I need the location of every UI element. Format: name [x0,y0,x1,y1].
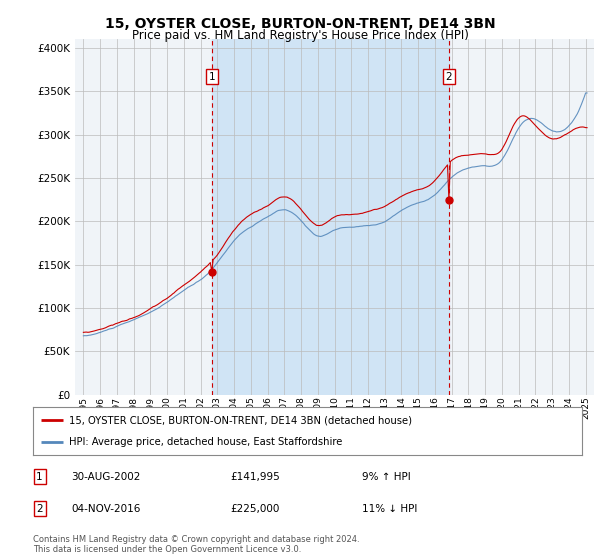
Bar [212,39,449,395]
Text: £225,000: £225,000 [230,503,280,514]
Text: Contains HM Land Registry data © Crown copyright and database right 2024.
This d: Contains HM Land Registry data © Crown c… [33,535,359,554]
Text: 04-NOV-2016: 04-NOV-2016 [71,503,141,514]
Text: 2: 2 [446,72,452,82]
Text: HPI: Average price, detached house, East Staffordshire: HPI: Average price, detached house, East… [68,437,342,447]
Text: 15, OYSTER CLOSE, BURTON-ON-TRENT, DE14 3BN (detached house): 15, OYSTER CLOSE, BURTON-ON-TRENT, DE14 … [68,416,412,426]
Text: 9% ↑ HPI: 9% ↑ HPI [362,472,411,482]
Text: Price paid vs. HM Land Registry's House Price Index (HPI): Price paid vs. HM Land Registry's House … [131,29,469,42]
Text: £141,995: £141,995 [230,472,280,482]
Text: 15, OYSTER CLOSE, BURTON-ON-TRENT, DE14 3BN: 15, OYSTER CLOSE, BURTON-ON-TRENT, DE14 … [104,17,496,31]
Text: 1: 1 [208,72,215,82]
Text: 1: 1 [36,472,43,482]
Text: 11% ↓ HPI: 11% ↓ HPI [362,503,418,514]
Text: 30-AUG-2002: 30-AUG-2002 [71,472,141,482]
Text: 2: 2 [36,503,43,514]
